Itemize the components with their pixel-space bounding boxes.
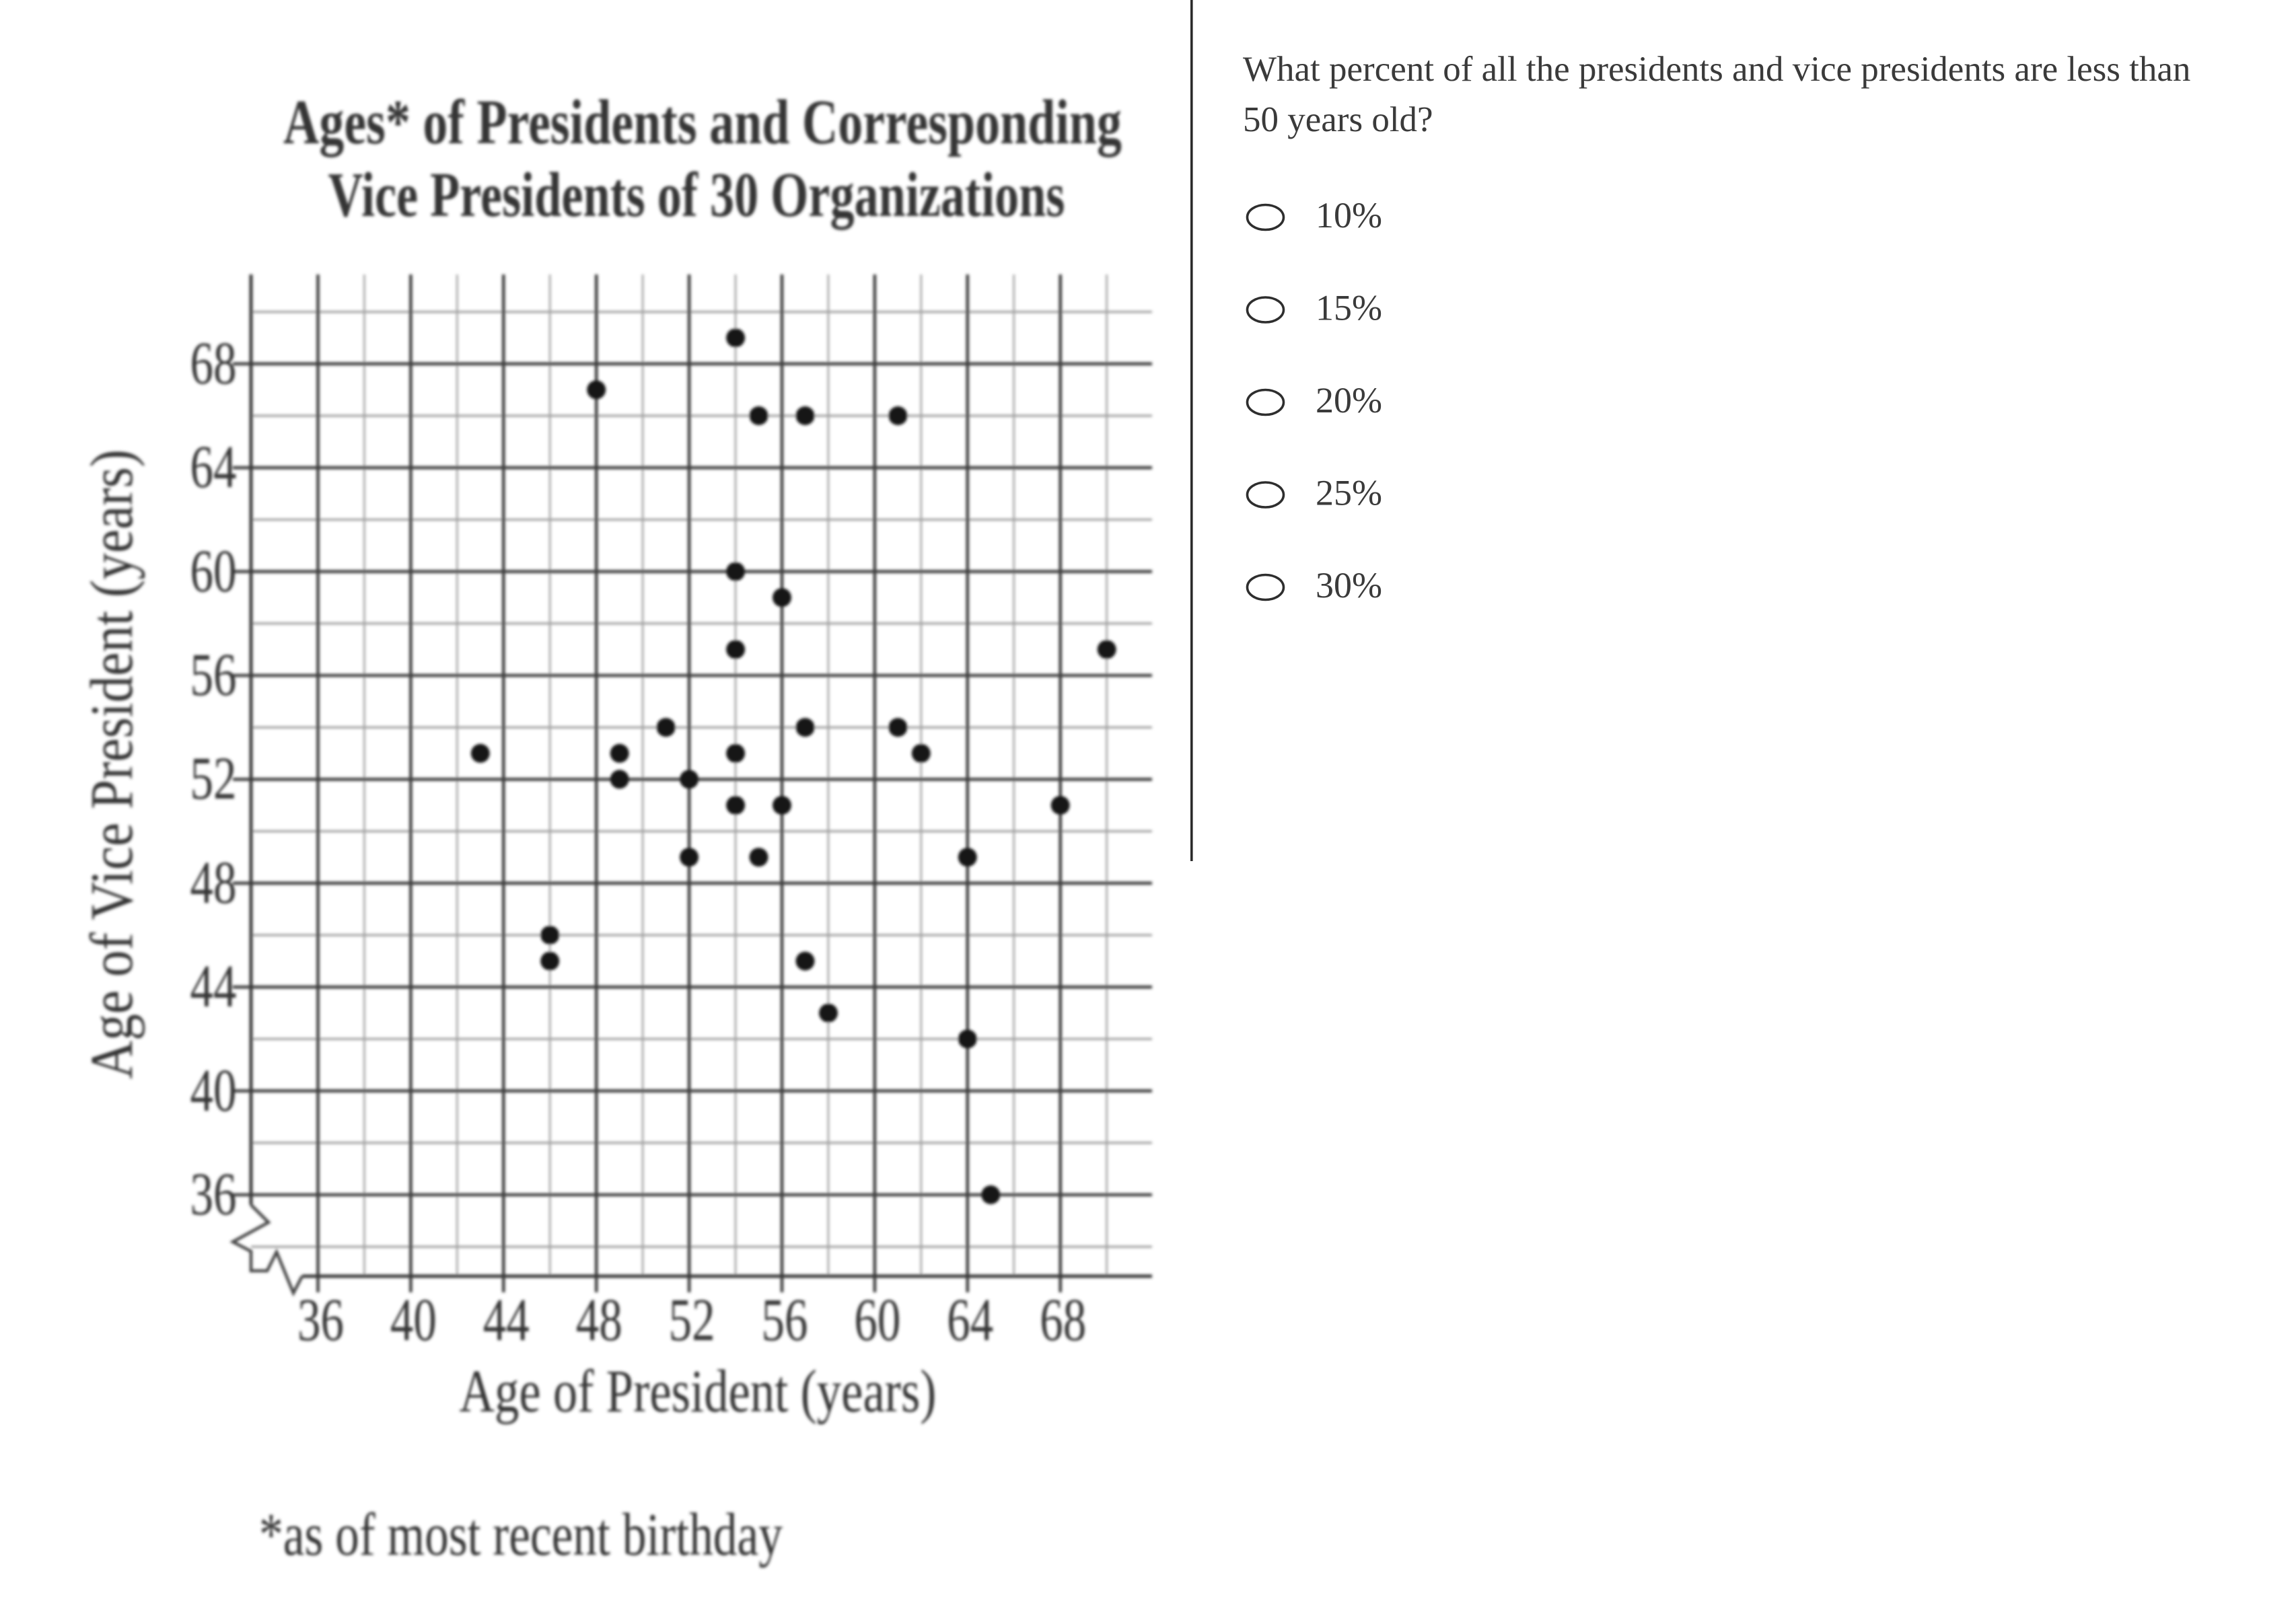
svg-text:36: 36 bbox=[297, 1287, 344, 1354]
svg-text:Age of Vice President (years): Age of Vice President (years) bbox=[79, 449, 145, 1079]
svg-text:44: 44 bbox=[190, 953, 237, 1020]
svg-text:52: 52 bbox=[190, 745, 237, 812]
svg-text:44: 44 bbox=[483, 1287, 530, 1354]
svg-text:What percent of all the presid: What percent of all the presidents and v… bbox=[1243, 50, 2190, 89]
svg-text:40: 40 bbox=[390, 1287, 437, 1354]
svg-text:48: 48 bbox=[576, 1287, 622, 1354]
svg-text:50 years old?: 50 years old? bbox=[1243, 100, 1433, 139]
svg-text:20%: 20% bbox=[1316, 380, 1382, 420]
svg-text:68: 68 bbox=[190, 330, 237, 397]
svg-text:Age of President (years): Age of President (years) bbox=[460, 1358, 937, 1425]
svg-text:15%: 15% bbox=[1316, 288, 1382, 328]
svg-text:68: 68 bbox=[1040, 1287, 1086, 1354]
svg-text:30%: 30% bbox=[1316, 565, 1382, 605]
svg-text:64: 64 bbox=[190, 434, 237, 501]
svg-text:52: 52 bbox=[669, 1287, 715, 1354]
svg-text:48: 48 bbox=[190, 850, 237, 916]
svg-text:60: 60 bbox=[190, 538, 237, 605]
svg-text:Ages* of Presidents and Corres: Ages* of Presidents and Corresponding bbox=[283, 87, 1122, 157]
svg-text:*as of most recent birthday: *as of most recent birthday bbox=[259, 1502, 783, 1568]
svg-text:40: 40 bbox=[190, 1058, 237, 1124]
svg-text:10%: 10% bbox=[1316, 195, 1382, 235]
svg-text:60: 60 bbox=[854, 1287, 900, 1354]
svg-text:64: 64 bbox=[947, 1287, 993, 1354]
svg-text:56: 56 bbox=[190, 642, 237, 708]
svg-text:56: 56 bbox=[762, 1287, 808, 1354]
svg-text:25%: 25% bbox=[1316, 473, 1382, 513]
svg-text:Vice Presidents of 30 Organiza: Vice Presidents of 30 Organizations bbox=[328, 160, 1065, 230]
svg-text:36: 36 bbox=[190, 1161, 237, 1228]
